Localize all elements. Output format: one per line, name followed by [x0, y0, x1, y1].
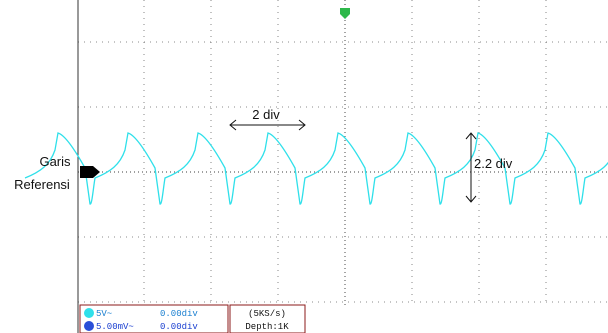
ch1-scale: 5V~ — [96, 309, 112, 319]
reference-marker — [80, 166, 100, 178]
memory-depth: Depth:1K — [245, 322, 289, 332]
channel-status — [79, 304, 229, 333]
horizontal-arrow — [229, 119, 306, 131]
acquisition-status — [229, 304, 306, 333]
trigger-marker — [340, 8, 350, 19]
ch1-icon — [84, 308, 94, 318]
ch1-offset: 0.00div — [160, 309, 198, 319]
waveform — [24, 132, 608, 205]
sample-rate: (5KS/s) — [248, 309, 286, 319]
vertical-annotation: 2.2 div — [474, 156, 513, 171]
ch2-scale: 5.00mV~ — [96, 322, 134, 332]
grid — [78, 0, 608, 305]
reference-label: Garis — [39, 154, 71, 169]
ch2-icon — [84, 321, 94, 331]
reference-label: Referensi — [14, 177, 70, 192]
vertical-arrow — [465, 132, 477, 203]
horizontal-annotation: 2 div — [252, 107, 280, 122]
ch2-offset: 0.00div — [160, 322, 198, 332]
